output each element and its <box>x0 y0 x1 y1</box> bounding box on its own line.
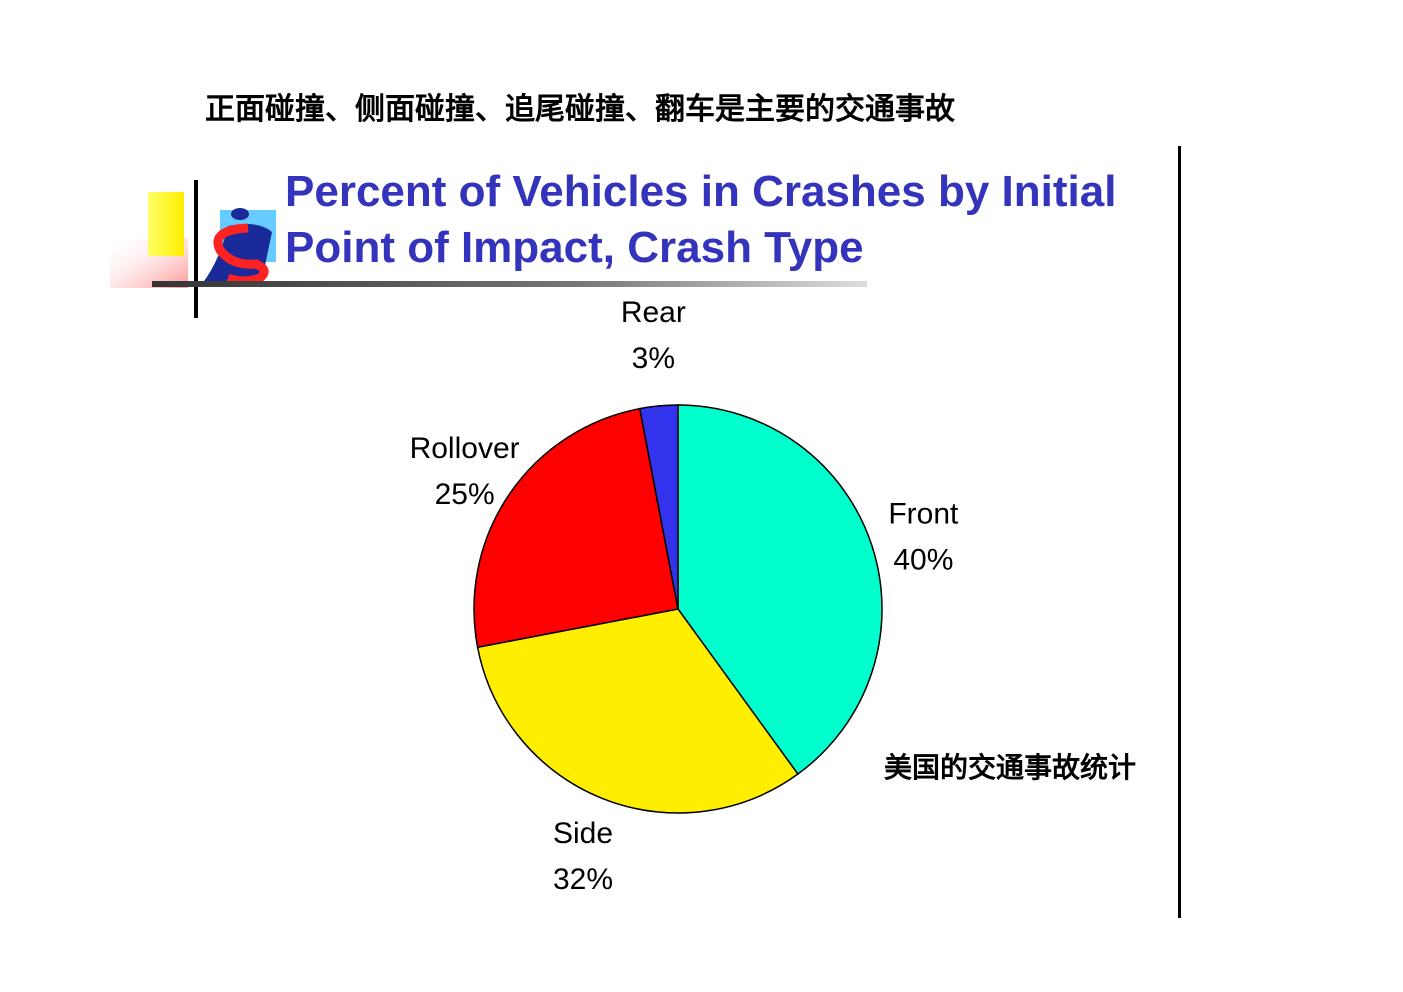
slice-value-front: 40% <box>893 543 953 576</box>
slice-label-side: Side <box>553 817 613 850</box>
slice-label-rollover: Rollover <box>410 432 520 465</box>
slice-value-rear: 3% <box>632 342 675 375</box>
chart-title-line-2: Point of Impact, Crash Type <box>285 223 864 272</box>
title-underline <box>152 281 867 287</box>
page-heading: 正面碰撞、侧面碰撞、追尾碰撞、翻车是主要的交通事故 <box>205 92 955 127</box>
slice-value-side: 32% <box>553 863 613 896</box>
pie-slice-rear <box>638 404 679 610</box>
chart-title: Percent of Vehicles in Crashes by Initia… <box>285 164 1185 276</box>
chart-caption: 美国的交通事故统计 <box>884 751 1137 784</box>
logo-icon <box>110 180 276 318</box>
pie-slice-rollover <box>473 407 679 649</box>
slice-label-front: Front <box>888 497 959 530</box>
pie-slice-front <box>677 404 883 776</box>
chart-title-line-1: Percent of Vehicles in Crashes by Initia… <box>285 167 1117 216</box>
pie-slice-side <box>476 608 799 814</box>
slice-label-rear: Rear <box>621 296 686 329</box>
slice-value-rollover: 25% <box>435 478 495 511</box>
vertical-divider <box>1178 146 1181 918</box>
